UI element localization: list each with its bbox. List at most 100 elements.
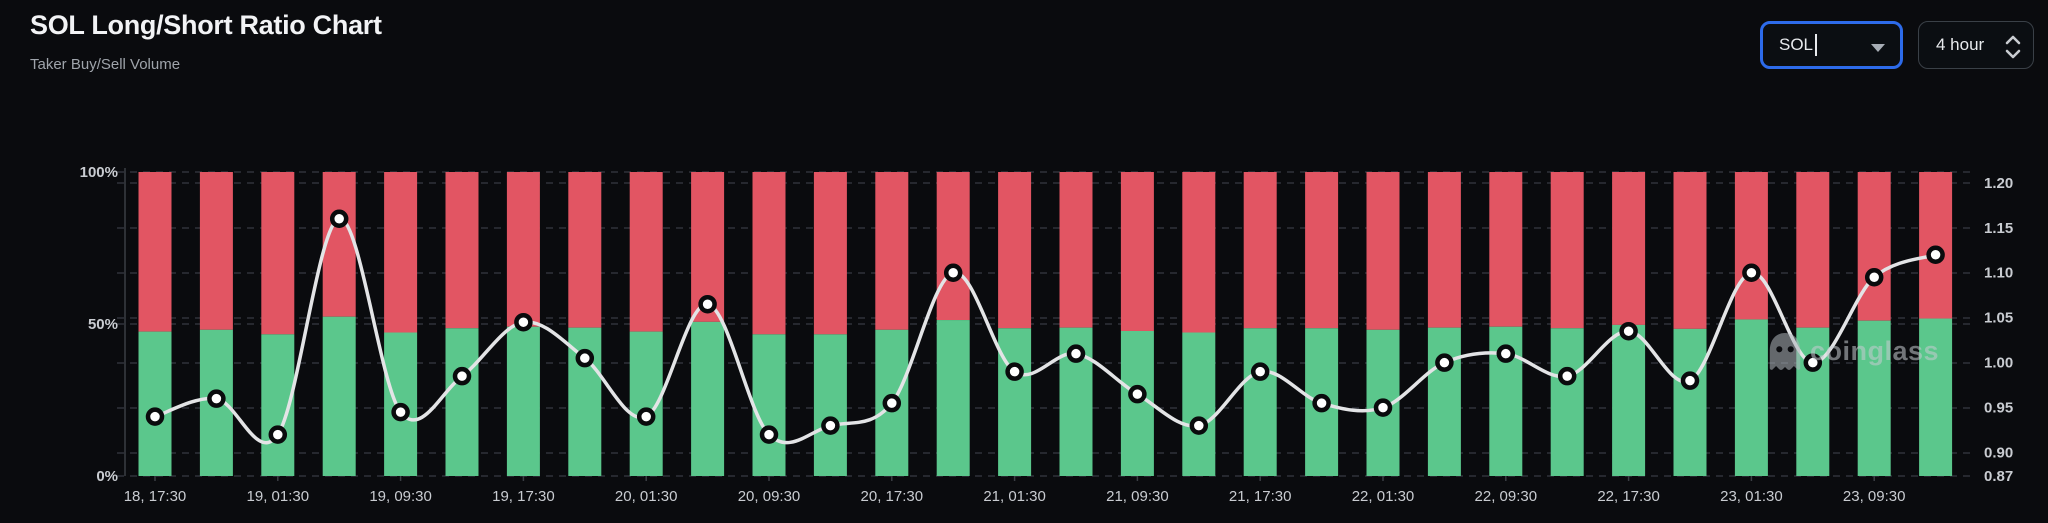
chevron-down-icon — [1871, 44, 1885, 52]
sell-bar — [199, 172, 233, 330]
sell-bar — [322, 172, 356, 317]
interval-select-value: 4 hour — [1936, 35, 1985, 54]
buy-bar — [1673, 328, 1707, 476]
buy-bar — [691, 321, 725, 476]
right-axis-tick-label: 1.15 — [1984, 220, 2013, 237]
sell-bar — [1673, 172, 1707, 329]
ratio-marker — [145, 407, 165, 426]
ratio-marker — [1435, 353, 1454, 372]
x-axis-tick-label: 22, 01:30 — [1352, 488, 1415, 505]
sell-bar — [261, 172, 295, 335]
ratio-marker — [1680, 371, 1700, 390]
buy-bar — [506, 326, 540, 476]
ratio-marker — [1189, 416, 1209, 435]
ratio-marker — [882, 393, 902, 413]
interval-select[interactable]: 4 hour — [1918, 21, 2034, 69]
sell-bar — [1612, 172, 1646, 325]
ratio-marker — [1373, 398, 1393, 417]
right-axis-tick-label: 1.05 — [1984, 310, 2013, 327]
sell-bar — [1243, 172, 1277, 329]
x-axis-tick-label: 18, 17:30 — [124, 488, 187, 505]
ratio-marker — [1864, 267, 1884, 287]
x-axis-tick-label: 20, 09:30 — [738, 488, 801, 505]
ratio-marker — [698, 294, 717, 314]
ratio-marker — [1742, 263, 1761, 282]
buy-bar — [322, 316, 356, 476]
buy-bar — [998, 328, 1032, 476]
x-axis-tick-label: 22, 17:30 — [1597, 488, 1660, 505]
buy-bar — [936, 320, 970, 476]
x-axis-tick-label: 21, 17:30 — [1229, 488, 1292, 505]
right-axis-tick-label: 1.10 — [1984, 265, 2013, 282]
left-axis-tick-label: 50% — [88, 316, 118, 333]
stepper-updown-icon — [2005, 35, 2021, 59]
sell-bar — [445, 172, 479, 329]
chart-controls: SOL 4 hour — [1760, 21, 2034, 69]
buy-bar — [1243, 328, 1277, 476]
ratio-marker — [1005, 362, 1024, 381]
ratio-marker — [391, 402, 410, 422]
ratio-marker — [821, 416, 840, 435]
buy-bar — [1427, 327, 1461, 476]
sell-bar — [1919, 172, 1953, 319]
sell-bar — [138, 172, 172, 332]
sell-bar — [1059, 172, 1093, 328]
left-axis-tick-label: 100% — [80, 164, 118, 181]
sell-bar — [1427, 172, 1461, 328]
ratio-line — [153, 217, 1938, 445]
sell-bar — [1366, 172, 1400, 330]
page-title: SOL Long/Short Ratio Chart — [30, 10, 382, 40]
symbol-select[interactable]: SOL — [1760, 21, 1903, 69]
sell-bar — [1796, 172, 1830, 328]
ratio-marker — [1926, 245, 1945, 264]
x-axis-tick-label: 22, 09:30 — [1475, 488, 1538, 505]
ratio-marker — [943, 263, 963, 282]
buy-bar — [1550, 328, 1584, 476]
ratio-marker — [1066, 344, 1086, 363]
ratio-marker — [452, 366, 472, 386]
sell-bar — [1182, 172, 1216, 333]
x-axis-tick-label: 20, 01:30 — [615, 488, 678, 505]
ratio-marker — [207, 389, 226, 408]
right-axis-tick-label: 1.20 — [1984, 175, 2013, 192]
sell-bar — [1550, 172, 1584, 329]
sell-bar — [998, 172, 1032, 329]
x-axis-tick-label: 19, 01:30 — [247, 488, 310, 505]
sell-bar — [752, 172, 786, 335]
symbol-select-value: SOL — [1779, 35, 1814, 54]
x-axis-tick-label: 20, 17:30 — [861, 488, 924, 505]
buy-bar — [445, 328, 479, 476]
ratio-marker — [514, 312, 533, 332]
sell-bar — [875, 172, 909, 330]
sell-bar — [1120, 172, 1154, 331]
buy-bar — [138, 331, 172, 476]
buy-bar — [752, 334, 786, 476]
sell-bar — [813, 172, 847, 335]
ratio-marker — [636, 407, 656, 426]
sell-bar — [936, 172, 970, 321]
long-short-ratio-chart[interactable]: 100% 50% 0% 1.20 1.15 1.10 1.05 1.00 0.95 0.90 0.8… — [0, 120, 2048, 523]
ratio-marker — [759, 425, 779, 444]
x-axis-tick-label: 23, 09:30 — [1843, 488, 1906, 505]
page-subtitle: Taker Buy/Sell Volume — [30, 56, 181, 73]
sell-bar — [1305, 172, 1339, 329]
ratio-marker — [1557, 366, 1577, 386]
ratio-marker — [575, 348, 595, 368]
ratio-marker — [1312, 393, 1331, 413]
buy-bar — [1612, 324, 1646, 476]
right-axis-tick-label: 0.90 — [1984, 445, 2013, 462]
right-axis-tick-label: 0.95 — [1984, 400, 2013, 417]
x-axis-tick-label: 19, 17:30 — [492, 488, 555, 505]
ratio-marker — [1619, 321, 1638, 341]
ratio-marker — [1128, 384, 1147, 404]
right-axis-tick-label: 0.87 — [1984, 468, 2013, 485]
buy-bar — [1796, 327, 1830, 476]
ratio-marker — [268, 425, 288, 444]
ratio-marker — [329, 209, 349, 229]
sell-bar — [1857, 172, 1891, 321]
left-axis-tick-label: 0% — [96, 468, 118, 485]
text-cursor — [1815, 34, 1817, 56]
sell-bar — [1734, 172, 1768, 320]
buy-bar — [1919, 318, 1953, 476]
